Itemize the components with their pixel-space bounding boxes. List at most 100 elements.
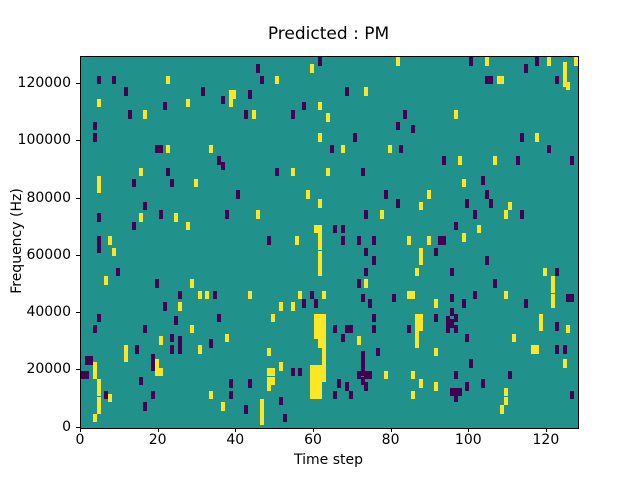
heatmap-cell: [279, 396, 283, 406]
heatmap-cell: [337, 379, 342, 388]
heatmap-cell: [546, 57, 551, 66]
heatmap-cell: [314, 382, 318, 391]
heatmap-cell: [166, 144, 171, 154]
heatmap-cell: [158, 144, 163, 154]
heatmap-cell: [348, 324, 353, 334]
heatmap-cell: [364, 267, 369, 277]
heatmap-cell: [213, 290, 217, 300]
heatmap-cell: [321, 373, 326, 383]
heatmap-cell: [158, 367, 163, 377]
heatmap-cell: [321, 356, 326, 365]
heatmap-cell: [496, 75, 501, 85]
heatmap-cell: [484, 256, 489, 265]
heatmap-cell: [395, 199, 400, 208]
heatmap-cell: [314, 322, 318, 331]
heatmap-cell: [170, 345, 175, 354]
heatmap-cell: [216, 313, 221, 323]
heatmap-cell: [267, 347, 272, 357]
heatmap-cell: [364, 87, 369, 96]
heatmap-cell: [244, 110, 249, 119]
heatmap-cell: [209, 144, 214, 154]
heatmap-cell: [465, 382, 470, 391]
heatmap-cell: [131, 178, 136, 188]
heatmap-cell: [407, 236, 412, 245]
heatmap-cell: [387, 144, 392, 154]
heatmap-cell: [465, 199, 470, 208]
heatmap-cell: [248, 290, 252, 300]
x-tick-label: 40: [226, 432, 245, 448]
heatmap-cell: [321, 330, 326, 340]
heatmap-cell: [453, 221, 458, 231]
heatmap-cell: [108, 236, 113, 245]
heatmap-cell: [411, 124, 415, 134]
heatmap-cell: [449, 293, 454, 303]
heatmap-cell: [317, 233, 322, 242]
heatmap-cell: [550, 299, 555, 308]
heatmap-cell: [570, 390, 575, 400]
heatmap-cell: [174, 316, 179, 325]
heatmap-cell: [96, 176, 101, 185]
heatmap-cell: [383, 370, 388, 380]
heatmap-cell: [248, 90, 252, 99]
heatmap-cell: [321, 365, 326, 374]
heatmap-cell: [453, 387, 458, 397]
heatmap-cell: [341, 224, 346, 234]
heatmap-cell: [302, 299, 307, 308]
heatmap-cell: [228, 390, 233, 400]
heatmap-cell: [426, 190, 431, 199]
heatmap-cell: [178, 336, 183, 345]
heatmap-cell: [407, 290, 412, 300]
heatmap-cell: [418, 247, 423, 257]
heatmap-cell: [554, 345, 559, 354]
heatmap-cell: [96, 387, 101, 397]
heatmap-cell: [259, 408, 264, 417]
heatmap-cell: [469, 359, 474, 368]
heatmap-cell: [298, 367, 303, 377]
heatmap-cell: [251, 110, 256, 119]
y-tick-label: 0: [62, 418, 71, 435]
heatmap-cell: [228, 98, 233, 108]
heatmap-cell: [317, 313, 322, 323]
heatmap-cell: [562, 70, 567, 79]
heatmap-cell: [360, 367, 365, 377]
heatmap-cell: [403, 110, 408, 119]
heatmap-cell: [570, 293, 575, 303]
heatmap-cell: [321, 313, 326, 323]
heatmap-cell: [228, 379, 233, 388]
heatmap-cell: [317, 57, 322, 66]
heatmap-cell: [562, 345, 567, 354]
heatmap-cell: [442, 236, 447, 245]
heatmap-cell: [310, 290, 315, 300]
heatmap-cell: [123, 353, 128, 363]
heatmap-cell: [170, 178, 175, 188]
heatmap-cell: [224, 333, 229, 343]
heatmap-cell: [333, 390, 338, 400]
y-tick-mark: [76, 312, 80, 313]
heatmap-cell: [135, 345, 140, 354]
heatmap-cell: [449, 307, 454, 317]
heatmap-cell: [131, 221, 136, 231]
heatmap-cell: [523, 299, 528, 308]
heatmap-cell: [310, 382, 315, 391]
heatmap-cell: [317, 133, 322, 142]
y-tick-mark: [76, 369, 80, 371]
heatmap-cell: [543, 267, 548, 277]
heatmap-cell: [356, 370, 361, 380]
heatmap-cell: [504, 210, 509, 219]
heatmap-cell: [166, 75, 171, 85]
heatmap-cell: [554, 267, 559, 277]
heatmap-cell: [492, 279, 497, 288]
heatmap-cell: [484, 57, 489, 66]
heatmap-cell: [434, 247, 439, 257]
x-axis-label: Time step: [294, 452, 363, 468]
heatmap-cell: [566, 293, 571, 303]
heatmap-cell: [372, 324, 377, 334]
heatmap-cell: [306, 190, 311, 199]
heatmap-cell: [457, 387, 462, 397]
heatmap-cell: [150, 353, 155, 363]
heatmap-cell: [418, 256, 423, 265]
heatmap-cell: [453, 324, 458, 334]
heatmap-cell: [504, 387, 509, 397]
heatmap-cell: [461, 299, 466, 308]
